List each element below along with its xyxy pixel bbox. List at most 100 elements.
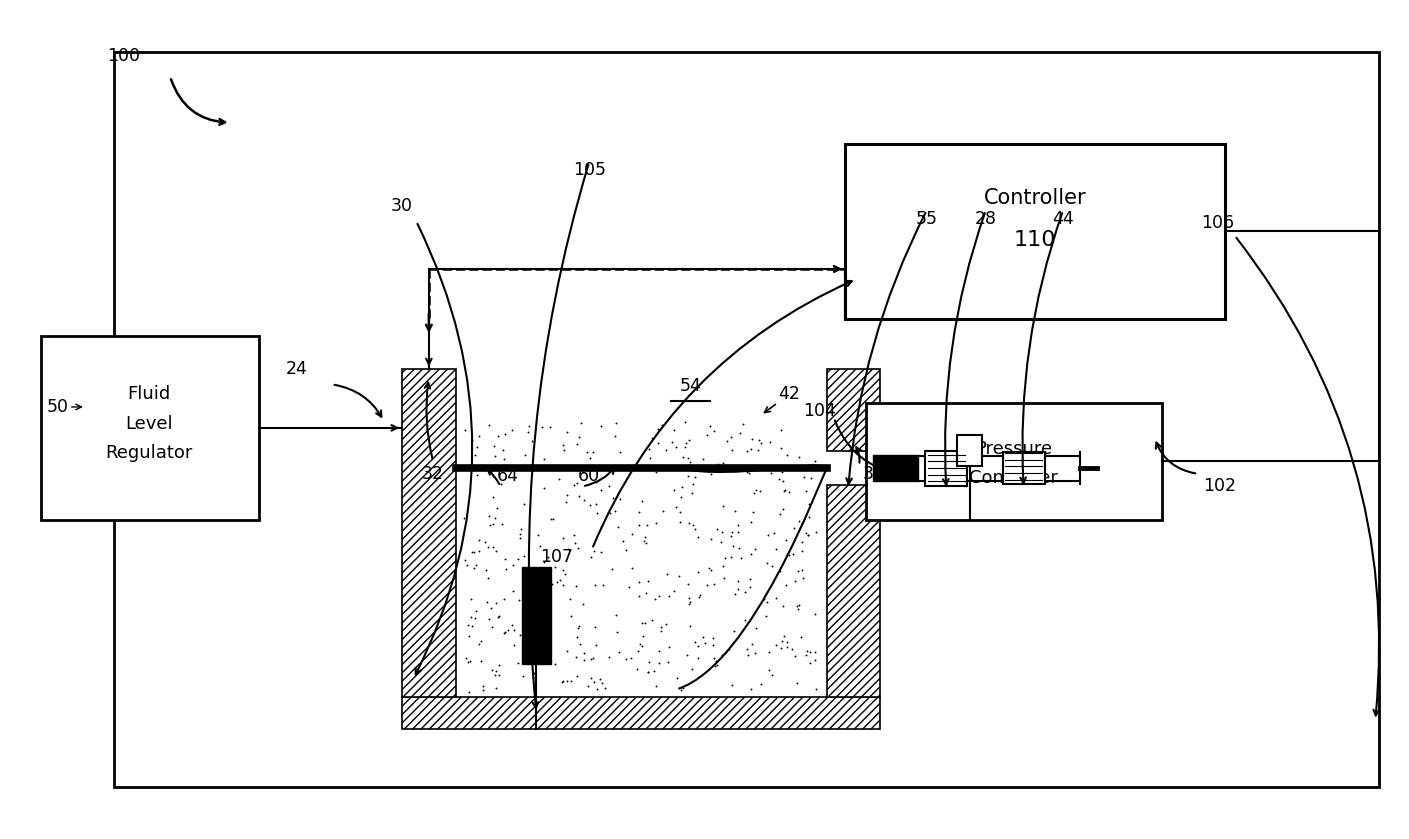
Point [538,420,561,434]
Point [621,561,644,575]
Point [455,652,478,665]
Point [755,609,778,623]
Point [775,578,797,591]
Point [735,642,758,655]
Point [719,643,741,656]
Point [669,491,692,504]
Point [586,506,609,519]
Point [469,634,492,648]
Point [631,629,654,643]
Point [585,476,607,489]
Point [655,618,678,631]
Point [650,418,672,431]
Point [637,665,659,679]
Point [769,424,792,437]
Point [566,542,589,555]
Point [555,675,578,688]
Point [710,525,733,539]
Point [727,525,750,539]
Text: 24: 24 [286,360,307,378]
Point [647,422,669,435]
Point [678,597,700,611]
Point [641,431,664,445]
Point [740,442,762,456]
Point [457,618,479,632]
Point [790,564,813,577]
Point [790,535,813,549]
Point [620,651,643,664]
Point [564,537,586,550]
Point [634,617,657,630]
Point [682,519,704,532]
Point [678,516,700,529]
Point [792,470,814,483]
Point [537,611,559,624]
Point [738,580,761,593]
Bar [455,418,827,697]
Point [776,640,799,654]
Point [557,542,579,555]
Point [795,526,817,539]
Point [754,592,776,606]
Point [786,599,809,612]
Point [573,646,596,659]
Point [727,519,750,532]
Point [771,474,793,487]
Point [681,459,703,472]
Point [488,658,510,671]
Point [478,509,500,523]
Point [626,662,648,675]
Point [748,484,771,498]
Point [803,654,826,667]
Point [528,539,551,552]
Point [796,528,819,541]
Point [772,484,795,498]
Point [643,664,665,678]
Point [704,654,727,668]
Point [688,565,710,578]
Point [461,619,483,633]
Point [703,577,726,591]
Point [568,430,590,444]
Point [712,560,734,573]
Point [774,483,796,497]
Point [713,571,735,585]
Point [692,453,714,466]
Point [458,629,480,643]
Text: 107: 107 [540,549,573,566]
Point [786,676,809,690]
Point [606,626,628,639]
Point [741,432,764,446]
Point [509,532,531,545]
Point [650,624,672,638]
Point [728,541,751,555]
Point [631,639,654,653]
Point [502,584,524,597]
Point [457,655,479,669]
Point [583,675,606,689]
Point [771,441,793,455]
Point [459,654,482,668]
Point [702,425,724,438]
Point [714,551,737,565]
Point [658,640,681,654]
Point [509,527,531,540]
Point [788,564,810,577]
Point [747,443,769,456]
Point [565,579,588,592]
Point [738,573,761,586]
Point [730,551,752,565]
Point [716,435,738,448]
Text: 30: 30 [392,197,413,216]
Point [637,665,659,679]
Point [609,445,631,458]
Point [519,568,541,581]
Point [579,653,602,666]
Point [635,519,658,532]
Point [743,458,765,472]
Point [702,638,724,651]
Text: Controller: Controller [983,188,1086,208]
Point [513,498,535,511]
Point [557,644,579,658]
Point [634,586,657,599]
